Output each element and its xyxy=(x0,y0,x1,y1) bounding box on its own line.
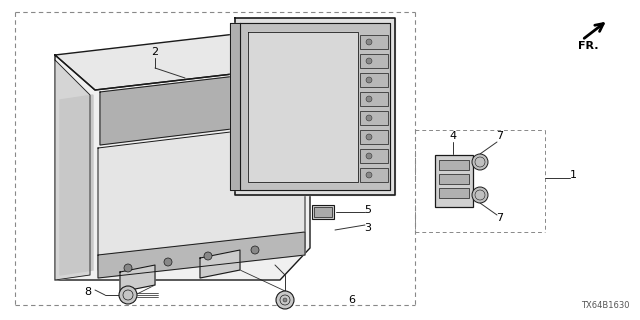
Circle shape xyxy=(366,58,372,64)
Circle shape xyxy=(472,154,488,170)
Polygon shape xyxy=(248,32,358,182)
Polygon shape xyxy=(98,123,305,270)
Circle shape xyxy=(283,298,287,302)
Circle shape xyxy=(251,246,259,254)
Bar xyxy=(360,73,388,87)
Polygon shape xyxy=(60,95,93,275)
Circle shape xyxy=(366,77,372,83)
Polygon shape xyxy=(200,250,240,278)
Polygon shape xyxy=(230,23,240,190)
Polygon shape xyxy=(55,30,310,90)
Bar xyxy=(360,168,388,182)
Bar xyxy=(360,149,388,163)
Circle shape xyxy=(366,39,372,45)
Circle shape xyxy=(276,291,294,309)
Bar xyxy=(312,205,334,219)
Bar xyxy=(360,111,388,125)
Circle shape xyxy=(204,252,212,260)
Circle shape xyxy=(119,286,137,304)
Polygon shape xyxy=(100,68,305,145)
Polygon shape xyxy=(235,18,395,195)
Circle shape xyxy=(366,134,372,140)
Bar xyxy=(439,188,469,198)
Text: 2: 2 xyxy=(152,47,159,57)
Text: 6: 6 xyxy=(349,295,355,305)
Bar xyxy=(439,174,469,184)
Text: TX64B1630: TX64B1630 xyxy=(582,301,630,310)
Circle shape xyxy=(124,264,132,272)
Text: 7: 7 xyxy=(497,213,504,223)
Bar xyxy=(360,130,388,144)
Bar xyxy=(435,155,473,207)
Polygon shape xyxy=(98,232,305,278)
Bar xyxy=(314,207,332,217)
Bar xyxy=(439,160,469,170)
Text: 8: 8 xyxy=(84,287,92,297)
Bar xyxy=(360,54,388,68)
Circle shape xyxy=(164,258,172,266)
Polygon shape xyxy=(55,60,90,280)
Circle shape xyxy=(366,172,372,178)
Text: 4: 4 xyxy=(449,131,456,141)
Bar xyxy=(360,35,388,49)
Polygon shape xyxy=(55,55,310,280)
Polygon shape xyxy=(240,23,390,190)
Polygon shape xyxy=(120,265,155,292)
Bar xyxy=(360,92,388,106)
Text: 3: 3 xyxy=(365,223,371,233)
Text: FR.: FR. xyxy=(578,41,598,51)
Circle shape xyxy=(366,153,372,159)
Text: 1: 1 xyxy=(570,170,577,180)
Circle shape xyxy=(366,115,372,121)
Circle shape xyxy=(472,187,488,203)
Text: 7: 7 xyxy=(497,131,504,141)
Text: 5: 5 xyxy=(365,205,371,215)
Circle shape xyxy=(366,96,372,102)
Polygon shape xyxy=(305,58,330,180)
